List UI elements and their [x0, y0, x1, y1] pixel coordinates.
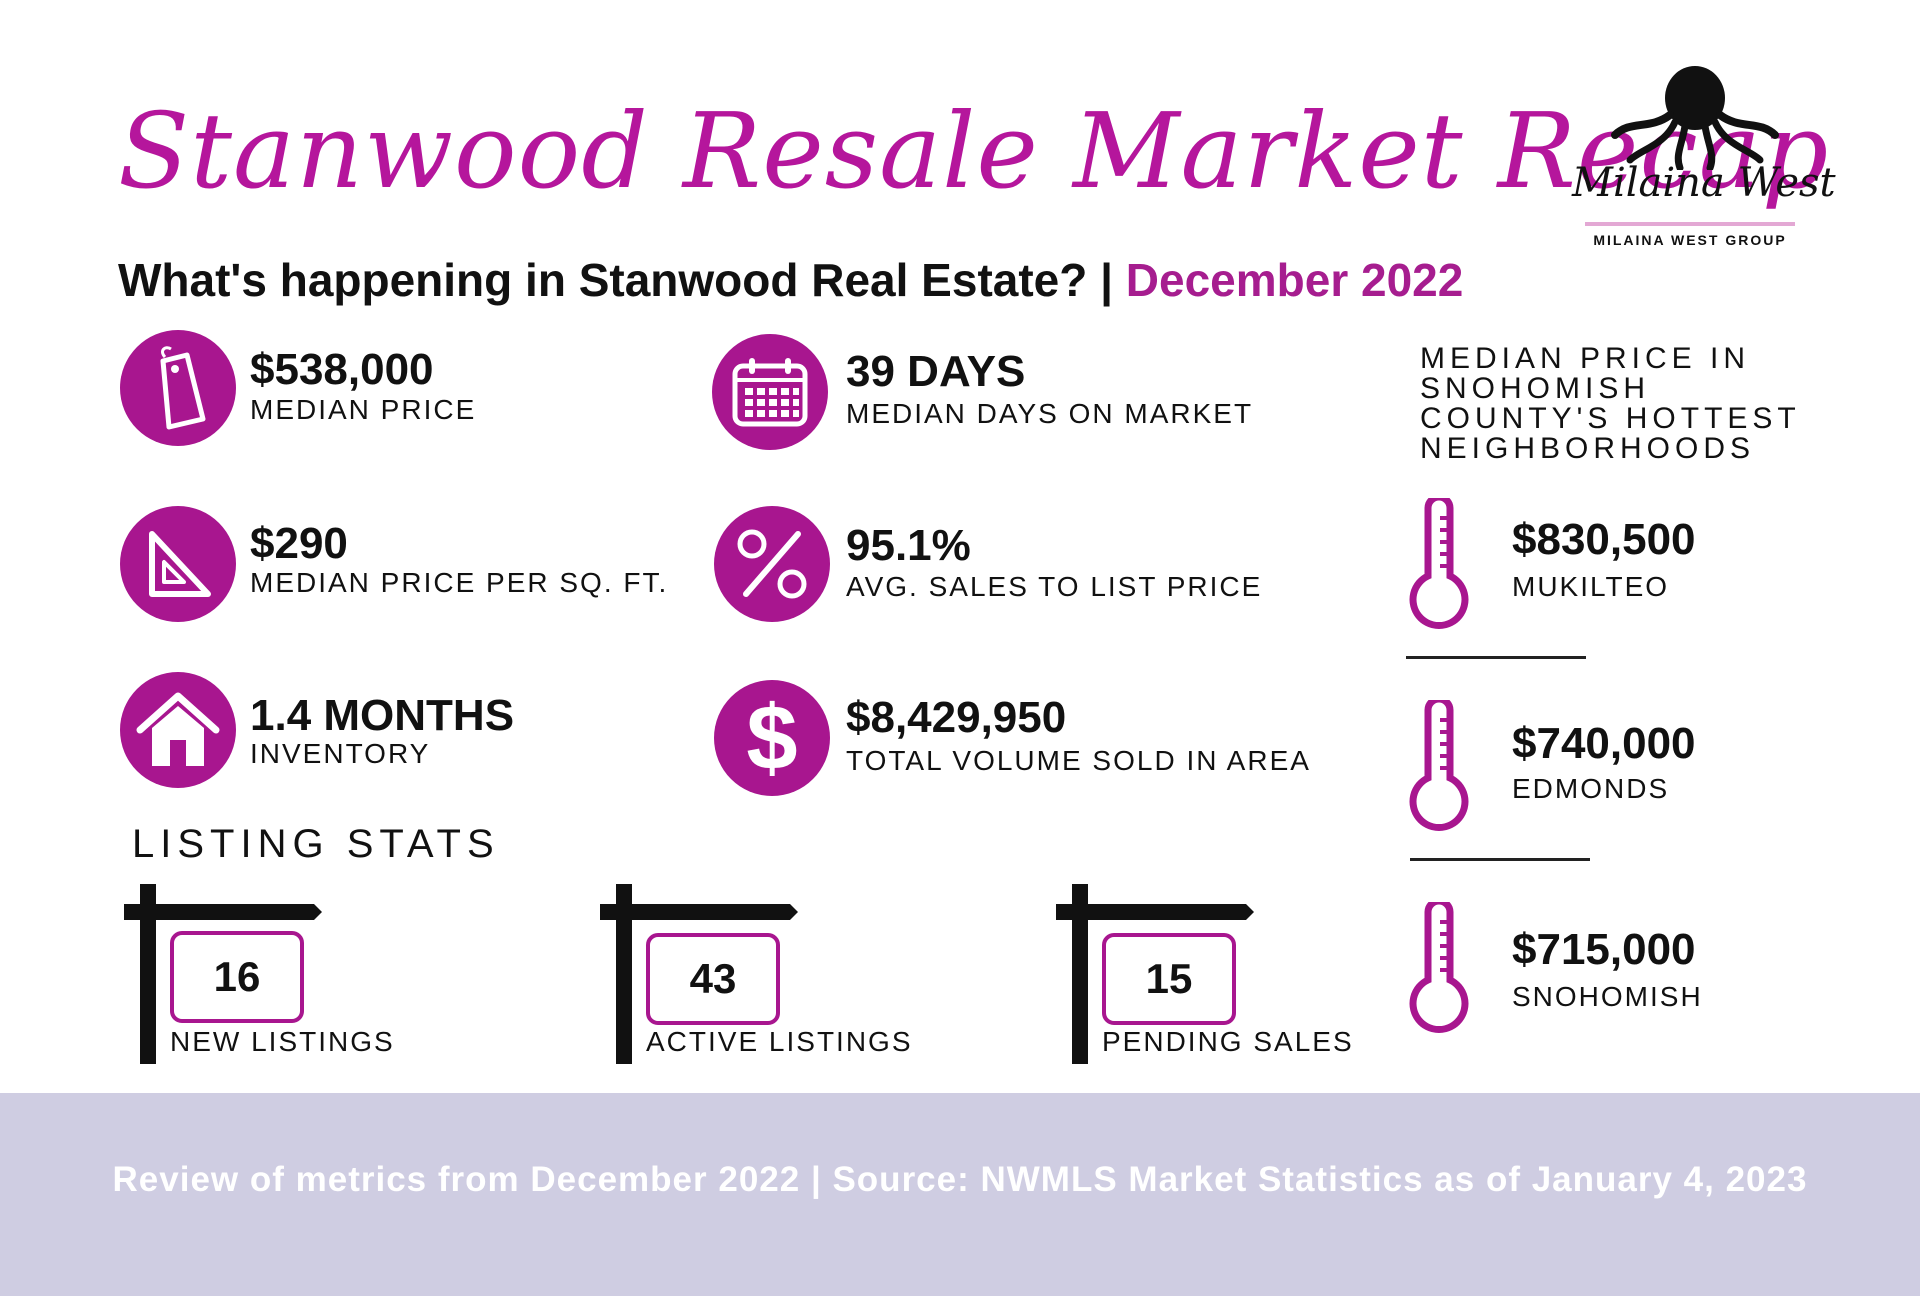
page-subtitle: What's happening in Stanwood Real Estate…: [118, 250, 1463, 310]
thermometer-icon: [1409, 902, 1469, 1034]
stat-value: 95.1%: [846, 521, 971, 570]
house-icon: [120, 672, 236, 788]
subtitle-question: What's happening in Stanwood Real Estate…: [118, 254, 1126, 306]
stat-value: 1.4 MONTHS: [250, 691, 515, 740]
logo-script: Milaina West: [1572, 160, 1836, 206]
page-title: Stanwood Resale Market Recap: [118, 90, 1830, 212]
logo-group-name: MILAINA WEST GROUP: [1593, 232, 1787, 248]
neighborhood-value: $715,000: [1512, 925, 1696, 974]
sign-post-icon: [1056, 884, 1254, 1064]
brand-logo: [1560, 60, 1830, 260]
listing-stats-title: LISTING STATS: [132, 822, 500, 866]
listing-label: PENDING SALES: [1102, 1026, 1354, 1057]
sign-post-icon: [124, 884, 322, 1064]
footer-source: Review of metrics from December 2022 | S…: [112, 1160, 1808, 1199]
neighborhood-divider: [1410, 858, 1590, 861]
stat-label: MEDIAN PRICE PER SQ. FT.: [250, 567, 669, 598]
neighborhood-name: EDMONDS: [1512, 773, 1670, 804]
stat-label: MEDIAN PRICE: [250, 394, 477, 425]
dollar-glyph: $: [746, 687, 798, 789]
listing-count: 15: [1102, 933, 1236, 1025]
listing-label: ACTIVE LISTINGS: [646, 1026, 913, 1057]
neighborhood-value: $740,000: [1512, 719, 1696, 768]
thermometer-icon: [1409, 700, 1469, 832]
neighborhoods-title: MEDIAN PRICE IN SNOHOMISH COUNTY'S HOTTE…: [1420, 342, 1801, 465]
stat-value: 39 DAYS: [846, 347, 1026, 396]
dollar-icon: $: [714, 680, 830, 796]
stat-value: $538,000: [250, 345, 434, 394]
stat-label: MEDIAN DAYS ON MARKET: [846, 398, 1254, 429]
stat-label: INVENTORY: [250, 738, 431, 769]
subtitle-period: December 2022: [1125, 254, 1464, 306]
logo-underline: [1585, 222, 1795, 226]
stat-value: $8,429,950: [846, 693, 1067, 742]
octopus-icon: [1611, 66, 1779, 170]
neighborhood-name: MUKILTEO: [1512, 571, 1670, 602]
stat-value: $290: [250, 519, 348, 568]
listing-count: 43: [646, 933, 780, 1025]
percent-icon: [714, 506, 830, 622]
stat-label: TOTAL VOLUME SOLD IN AREA: [846, 745, 1311, 776]
thermometer-icon: [1409, 498, 1469, 630]
footer-band: [0, 1093, 1920, 1296]
neighborhood-name: SNOHOMISH: [1512, 981, 1703, 1012]
listing-count: 16: [170, 931, 304, 1023]
neighborhood-divider: [1406, 656, 1586, 659]
set-square-icon: [120, 506, 236, 622]
neighborhood-value: $830,500: [1512, 515, 1696, 564]
listing-label: NEW LISTINGS: [170, 1026, 395, 1057]
sign-post-icon: [600, 884, 798, 1064]
calendar-icon: [712, 334, 828, 450]
stat-label: AVG. SALES TO LIST PRICE: [846, 571, 1263, 602]
price-tag-icon: [120, 330, 236, 446]
